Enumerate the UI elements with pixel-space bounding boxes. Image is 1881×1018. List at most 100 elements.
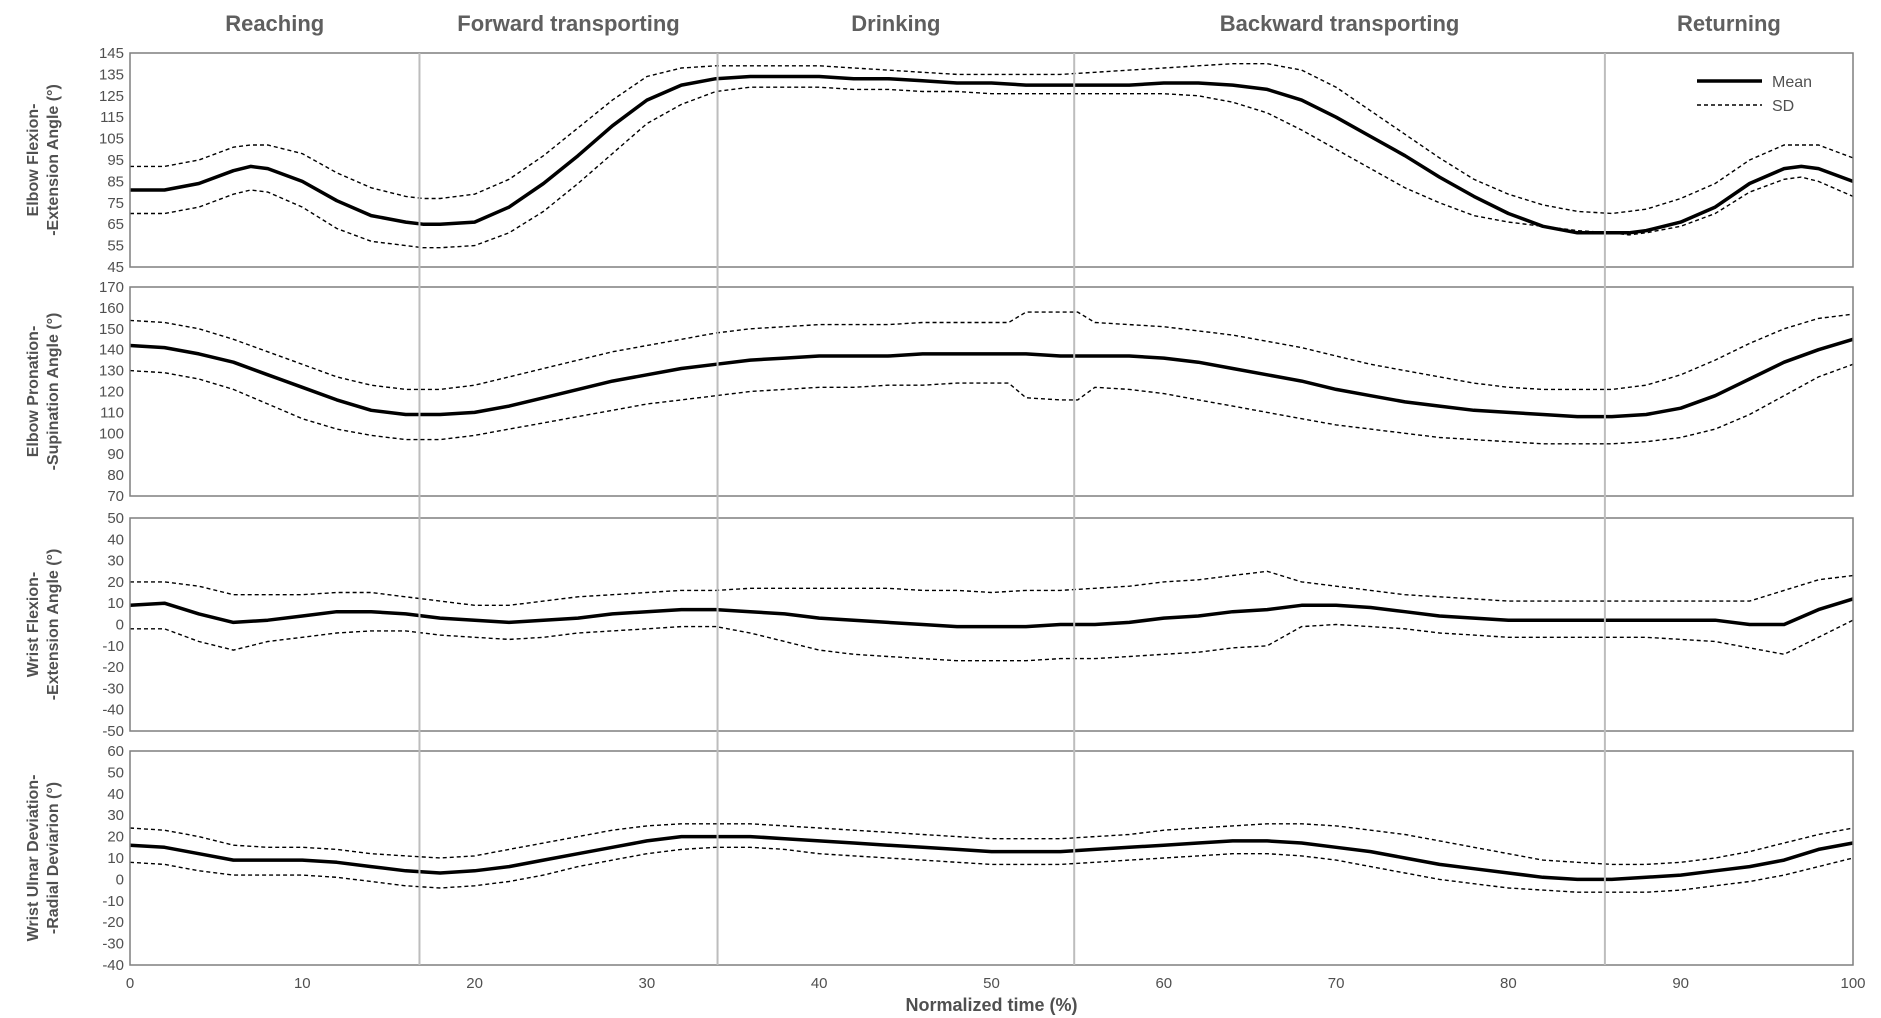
y-tick-label: 30 [107, 807, 124, 824]
y-tick-label: 50 [107, 510, 124, 527]
sd-upper-line [129, 311, 1854, 391]
y-tick-label: 130 [99, 363, 124, 380]
y-tick-label: -20 [102, 659, 124, 676]
y-tick-label: 95 [107, 152, 124, 169]
x-tick-label: 60 [1155, 975, 1172, 992]
mean-series-line [129, 337, 1854, 419]
plot-frame [129, 517, 1854, 732]
y-tick-label: 50 [107, 764, 124, 781]
y-tick-label: 170 [99, 279, 124, 296]
y-tick-label: 45 [107, 259, 124, 276]
phase-title: Drinking [851, 11, 940, 36]
panel-1: 45 55 65 75 85 95 105 115 125 135 145 Elbow Flexion… [25, 45, 1854, 276]
x-tick-label: 20 [466, 975, 483, 992]
y-tick-label: 110 [100, 404, 124, 421]
sd-upper-line [129, 823, 1854, 866]
y-tick-label: -40 [102, 957, 124, 974]
x-axis: 0 10 20 30 40 50 60 70 80 90 100 Normalized time (%… [126, 975, 1866, 1015]
y-axis-label: Elbow Pronation- -Supination Angle (°) [25, 313, 62, 471]
y-axis-label-line: -Supination Angle (°) [45, 313, 62, 471]
y-tick-label: -20 [102, 914, 124, 931]
y-tick-label: 30 [107, 553, 124, 570]
y-axis-label-line: Wrist Flexion- [25, 572, 42, 678]
y-axis-label-line: Wrist Ulnar Deviation- [25, 775, 42, 942]
y-tick-label: -30 [102, 936, 124, 953]
y-tick-label: 80 [107, 467, 124, 484]
y-tick-label: 145 [99, 45, 124, 62]
legend-mean-label: Mean [1772, 74, 1812, 91]
y-tick-label: 10 [107, 850, 124, 867]
y-tick-label: 0 [116, 871, 124, 888]
panel-3: -50 -40 -30 -20 -10 0 10 20 30 40 50 Wrist Flexion-… [25, 510, 1854, 740]
y-tick-label: 160 [99, 300, 124, 317]
phase-title: Forward transporting [457, 11, 679, 36]
phase-boundaries [418, 53, 1606, 965]
legend-sd-label: SD [1772, 98, 1794, 115]
sd-lower-line [129, 846, 1854, 893]
x-tick-label: 40 [811, 975, 828, 992]
sd-lower-line [130, 619, 1854, 662]
y-tick-label: 140 [99, 342, 124, 359]
sd-lower-line [129, 363, 1854, 445]
y-tick-label: -10 [102, 893, 124, 910]
y-axis-label: Wrist Ulnar Deviation- -Radial Deviarion … [25, 775, 62, 942]
x-tick-label: 0 [126, 975, 134, 992]
y-axis-label: Wrist Flexion- -Extension Angle (°) [25, 549, 62, 701]
sd-upper-line [130, 63, 1854, 215]
x-axis-label: Normalized time (%) [905, 995, 1077, 1015]
y-tick-label: -30 [102, 680, 124, 697]
x-tick-label: 30 [639, 975, 656, 992]
y-tick-label: 125 [99, 88, 124, 105]
y-tick-label: 90 [107, 446, 124, 463]
plot-frame [129, 52, 1854, 268]
y-tick-label: 100 [99, 425, 124, 442]
plot-frame [129, 750, 1854, 966]
y-axis-label-line: -Extension Angle (°) [45, 549, 62, 701]
plot-frame [129, 286, 1854, 497]
mean-series-line [129, 597, 1854, 629]
y-tick-label: 105 [99, 131, 124, 148]
y-axis-label-line: Elbow Pronation- [25, 326, 42, 458]
x-tick-label: 10 [294, 975, 311, 992]
sd-upper-line [130, 570, 1854, 606]
x-tick-label: 50 [983, 975, 1000, 992]
y-axis-label: Elbow Flexion- -Extension Angle (°) [25, 84, 62, 236]
y-tick-label: 10 [107, 595, 124, 612]
y-tick-label: -40 [102, 702, 124, 719]
panel-4: -40 -30 -20 -10 0 10 20 30 40 50 60 Wrist Ulnar Dev… [25, 743, 1854, 974]
x-tick-label: 80 [1500, 975, 1517, 992]
sd-lower-line [130, 86, 1854, 249]
legend: Mean SD [1697, 74, 1812, 115]
chart-panels: 45 55 65 75 85 95 105 115 125 135 145 Elbow Flexion… [25, 45, 1854, 974]
y-tick-label: 60 [107, 743, 124, 760]
y-tick-label: -50 [102, 723, 124, 740]
y-tick-label: 40 [107, 531, 124, 548]
x-tick-label: 70 [1328, 975, 1345, 992]
y-tick-label: 55 [107, 238, 124, 255]
phase-title: Reaching [225, 11, 324, 36]
y-tick-label: 70 [107, 488, 124, 505]
mean-series-line [130, 74, 1854, 235]
y-tick-label: 20 [107, 574, 124, 591]
y-tick-label: 120 [99, 384, 124, 401]
panel-2: 70 80 90 100 110 120 130 140 150 160 170 Elbow Pron… [25, 279, 1854, 505]
y-tick-label: 0 [116, 617, 124, 634]
y-axis-label-line: -Radial Deviarion (°) [45, 782, 62, 934]
mean-series-line [129, 834, 1854, 882]
y-tick-label: 20 [107, 829, 124, 846]
y-axis-label-line: Elbow Flexion- [25, 104, 42, 217]
y-tick-label: 115 [100, 109, 124, 126]
y-tick-label: -10 [102, 638, 124, 655]
phase-labels: Reaching Forward transporting Drinking Back… [225, 11, 1781, 36]
y-tick-label: 40 [107, 786, 124, 803]
phase-title: Backward transporting [1220, 11, 1460, 36]
y-tick-label: 65 [107, 216, 124, 233]
y-tick-label: 75 [107, 195, 124, 212]
phase-title: Returning [1677, 11, 1781, 36]
y-axis-label-line: -Extension Angle (°) [45, 84, 62, 236]
y-tick-label: 150 [99, 321, 124, 338]
x-tick-label: 100 [1840, 975, 1865, 992]
y-tick-label: 135 [99, 66, 124, 83]
y-tick-label: 85 [107, 173, 124, 190]
